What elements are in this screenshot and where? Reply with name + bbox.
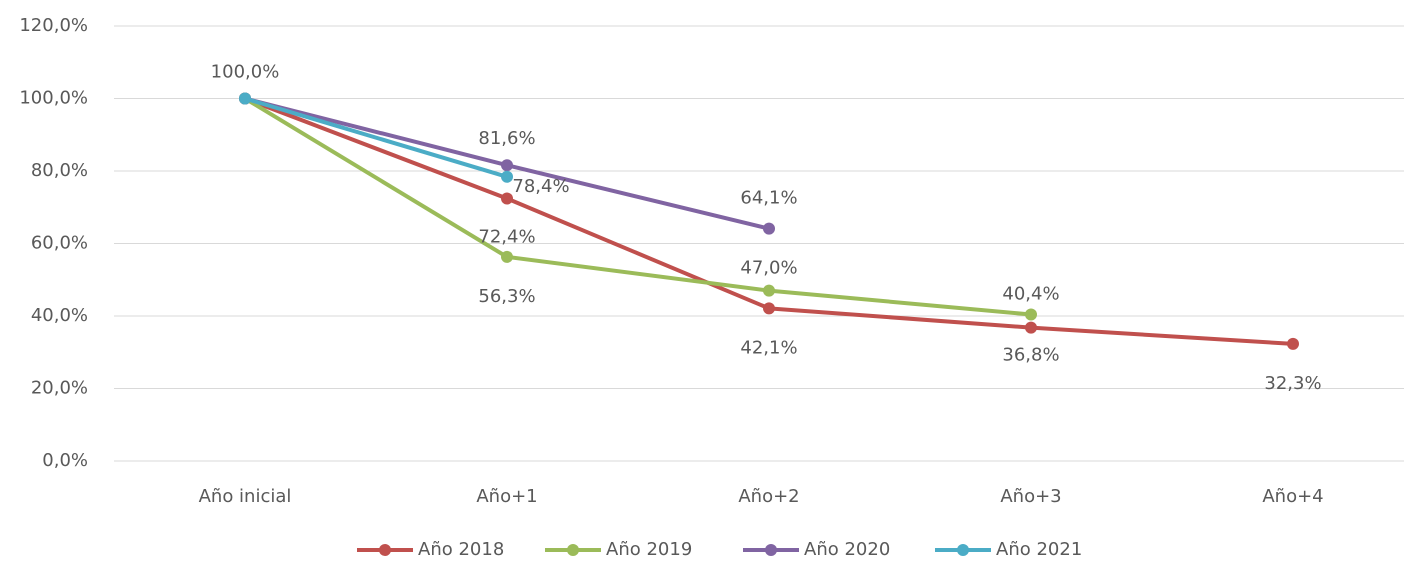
data-label: 100,0% (211, 62, 280, 83)
legend-marker (567, 544, 579, 556)
x-tick-label: Año+3 (1000, 486, 1061, 507)
data-label: 47,0% (740, 258, 797, 279)
data-label: 32,3% (1264, 373, 1321, 394)
data-point (763, 302, 775, 315)
legend-marker (957, 544, 969, 556)
data-label: 42,1% (740, 337, 797, 358)
data-point (239, 92, 251, 105)
y-tick-label: 60,0% (31, 233, 88, 254)
y-tick-label: 80,0% (31, 160, 88, 181)
y-tick-label: 20,0% (31, 378, 88, 399)
x-tick-label: Año+2 (738, 486, 799, 507)
legend-label: Año 2019 (606, 539, 692, 560)
x-tick-label: Año inicial (199, 486, 292, 507)
data-label: 78,4% (512, 176, 569, 197)
data-point (1287, 337, 1299, 350)
data-label: 56,3% (478, 286, 535, 307)
legend-marker (765, 544, 777, 556)
y-tick-label: 40,0% (31, 305, 88, 326)
x-tick-label: Año+4 (1262, 486, 1323, 507)
data-point (1025, 321, 1037, 334)
data-label: 72,4% (478, 227, 535, 248)
y-tick-label: 0,0% (42, 450, 88, 471)
legend-marker (379, 544, 391, 556)
data-point (501, 159, 513, 172)
data-label: 40,4% (1002, 284, 1059, 305)
data-label: 81,6% (478, 128, 535, 149)
data-point (763, 222, 775, 235)
data-point (501, 250, 513, 263)
data-point (1025, 308, 1037, 321)
legend-label: Año 2018 (418, 539, 504, 560)
data-point (501, 170, 513, 183)
legend-label: Año 2021 (996, 539, 1082, 560)
y-tick-label: 100,0% (19, 88, 88, 109)
data-label: 64,1% (740, 188, 797, 209)
data-point (763, 284, 775, 297)
series-line (243, 96, 1032, 317)
data-point (501, 192, 513, 205)
data-label: 36,8% (1002, 345, 1059, 366)
y-tick-label: 120,0% (19, 15, 88, 36)
x-tick-label: Año+1 (476, 486, 537, 507)
legend-label: Año 2020 (804, 539, 890, 560)
series-line (244, 96, 508, 179)
